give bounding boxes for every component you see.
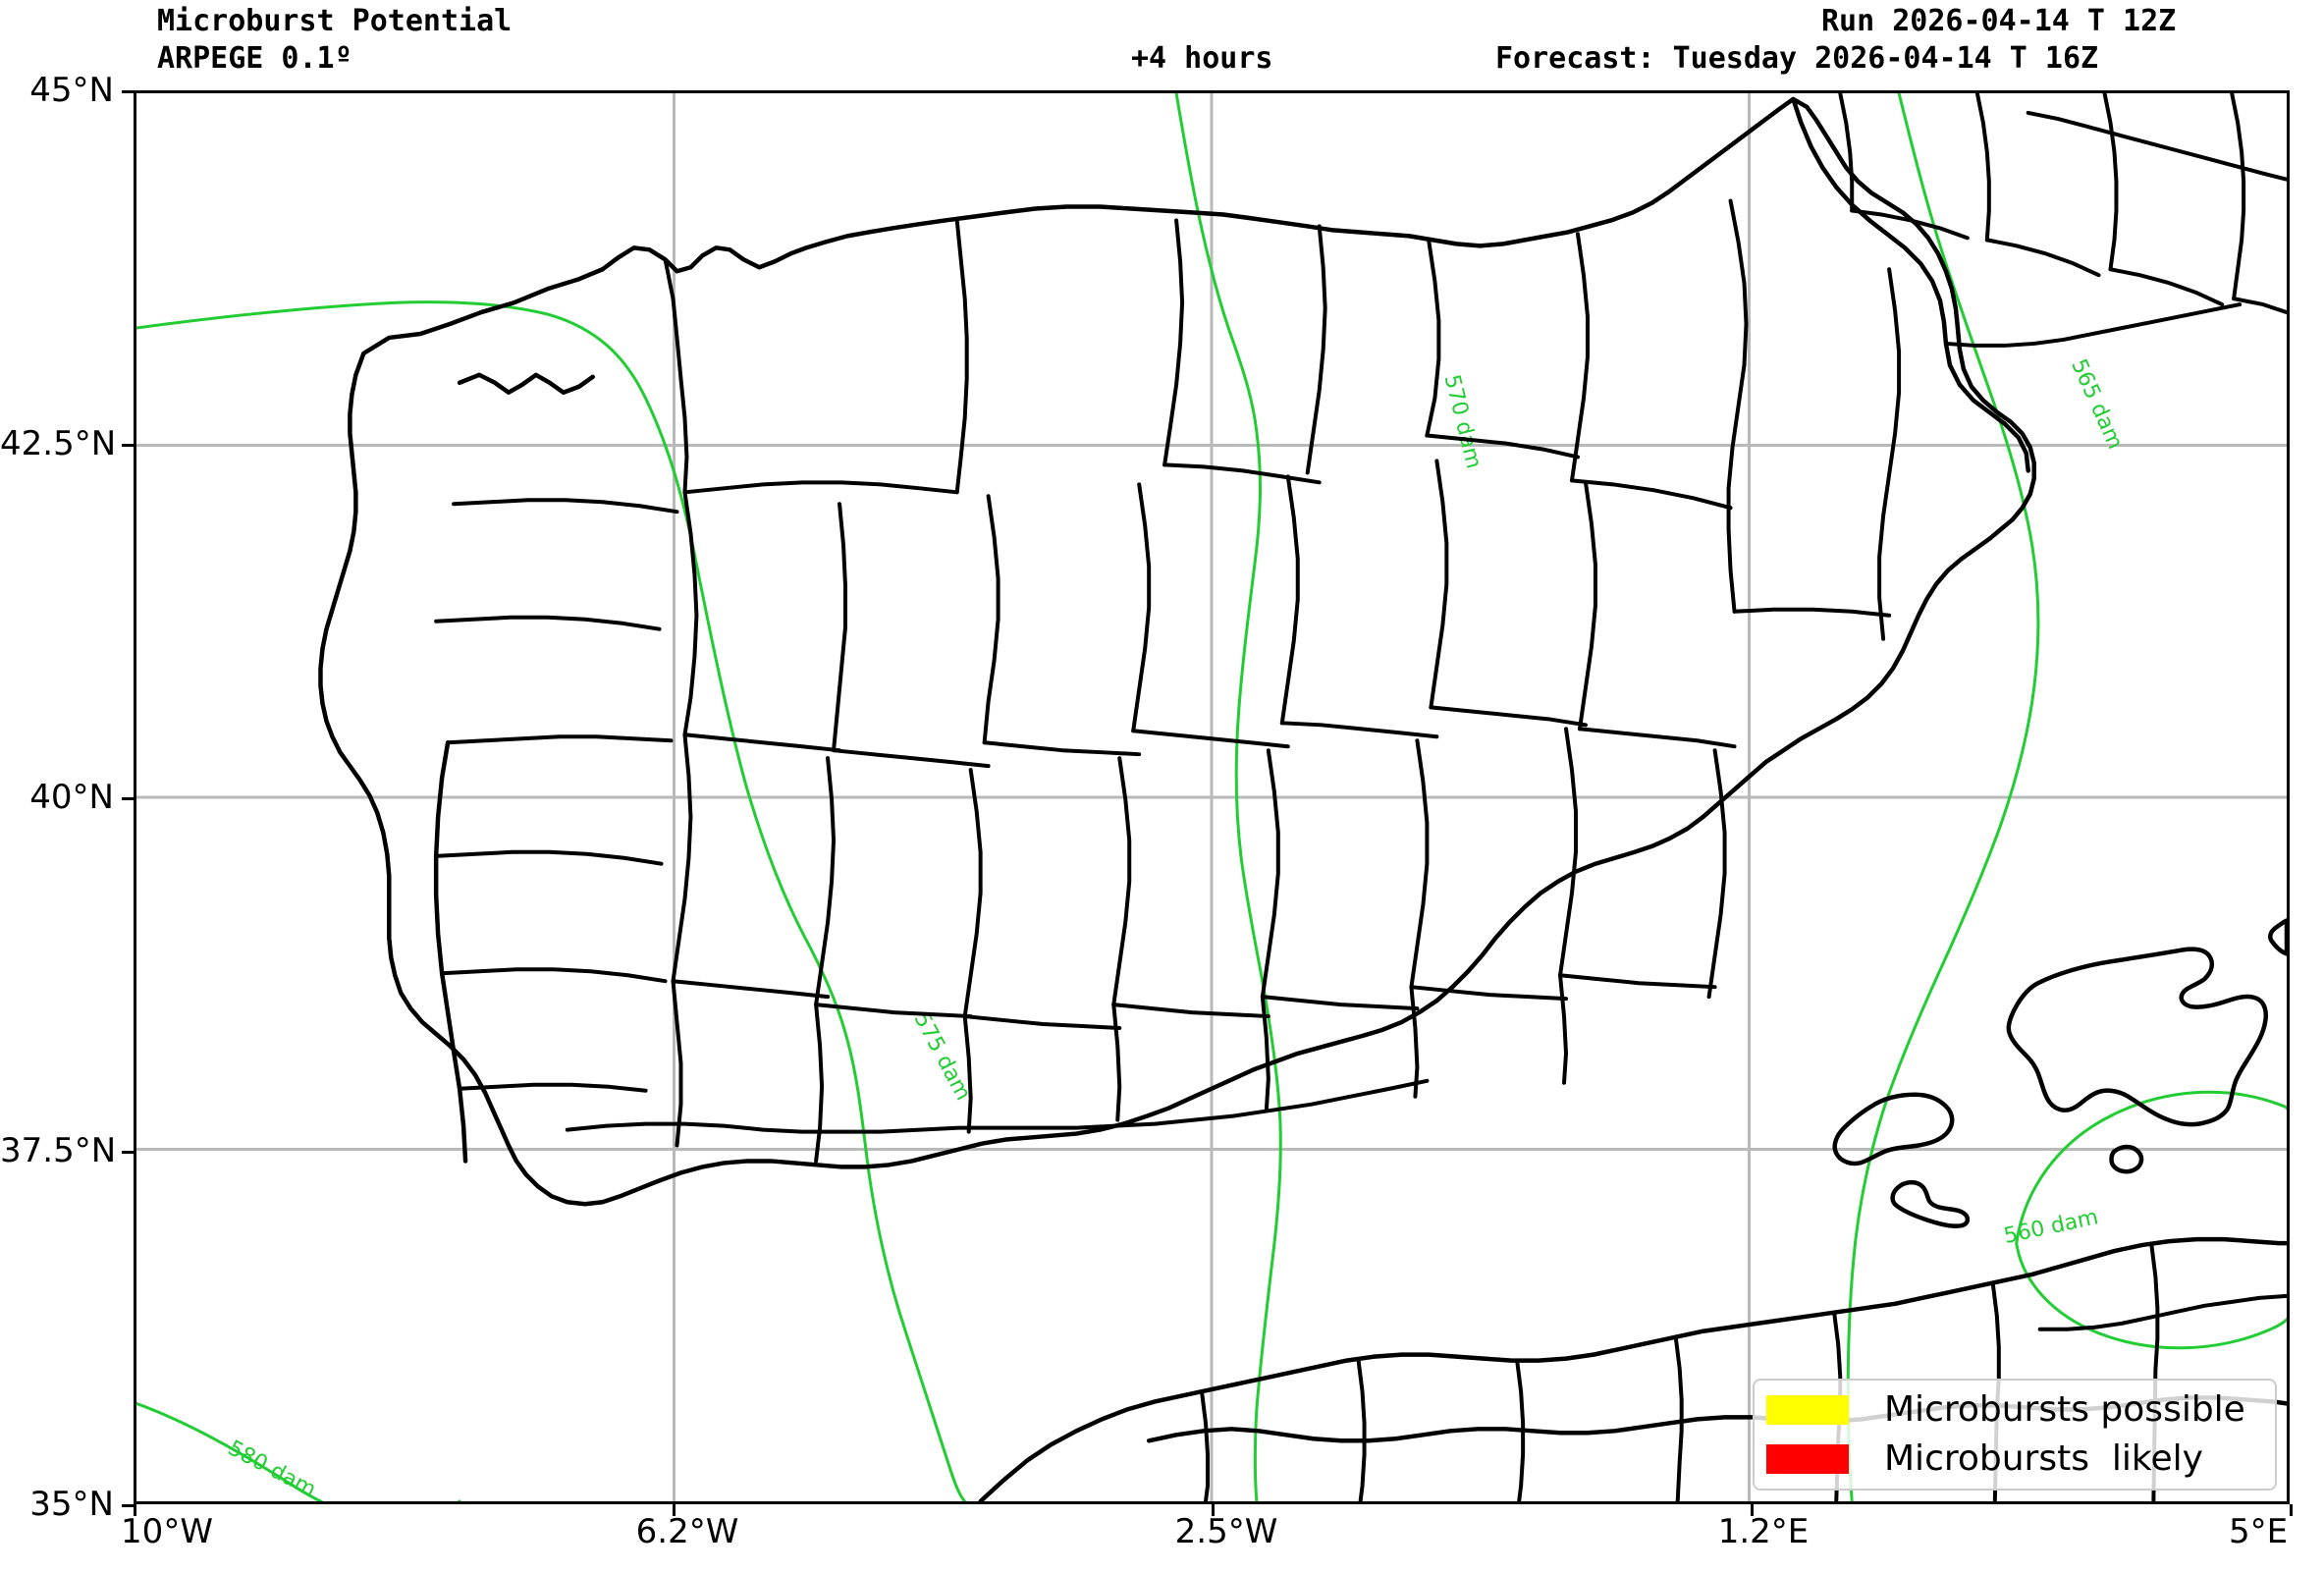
x-axis-label-1-2e: 1.2°E (1717, 1512, 1810, 1551)
france-admin-borders (1838, 93, 2287, 348)
tick-y-4 (122, 1504, 134, 1507)
tick-x-4 (2290, 1504, 2293, 1516)
x-axis-label-10w: 10°W (121, 1512, 213, 1551)
legend-label-possible: Microbursts possible (1884, 1389, 2245, 1430)
contour-580 (136, 1401, 461, 1501)
y-axis-label-35: 35°N (29, 1485, 114, 1524)
y-axis-label-37-5: 37.5°N (0, 1131, 117, 1170)
tick-x-3 (1751, 1504, 1754, 1516)
map-svg: 580 dam 575 dam 570 dam 565 dam 560 dam (136, 93, 2287, 1501)
france-coast (1791, 96, 2030, 473)
map-canvas[interactable]: 580 dam 575 dam 570 dam 565 dam 560 dam (134, 90, 2290, 1504)
legend-label-likely: Microbursts likely (1884, 1438, 2203, 1479)
page-title: Microburst Potential (157, 4, 513, 38)
y-axis-label-45: 45°N (29, 71, 114, 110)
ibiza (1832, 1092, 1955, 1166)
x-axis-label-2-5w: 2.5°W (1174, 1512, 1278, 1551)
red-swatch (1766, 1444, 1849, 1474)
x-axis-label-5e: 5°E (2228, 1512, 2289, 1551)
coastlines-and-borders (318, 93, 2287, 1501)
tick-y-1 (122, 444, 134, 447)
model-subtitle: ARPEGE 0.1º (157, 41, 352, 76)
yellow-swatch (1766, 1395, 1849, 1425)
tick-x-2 (1212, 1504, 1215, 1516)
run-time-label: Run 2026-04-14 T 12Z (1821, 4, 2177, 38)
forecast-time-label: Forecast: Tuesday 2026-04-14 T 16Z (1495, 41, 2099, 76)
tick-y-2 (122, 797, 134, 800)
tick-x-0 (134, 1504, 136, 1516)
formentera (1890, 1179, 1971, 1228)
contour-label-560: 560 dam (2002, 1205, 2101, 1249)
contour-575 (136, 300, 967, 1501)
galicia-rias (457, 372, 595, 395)
contour-565 (1846, 93, 2040, 1501)
y-axis-label-40: 40°N (29, 778, 114, 817)
cabrera (2109, 1144, 2144, 1174)
portugal-atlantic-coast (433, 739, 468, 1164)
tick-x-1 (673, 1504, 676, 1516)
contour-label-570: 570 dam (1439, 372, 1486, 471)
contour-560-lower (2015, 1241, 2287, 1350)
legend-item-likely: Microbursts likely (1766, 1437, 2203, 1481)
lead-time-label: +4 hours (1131, 41, 1273, 76)
contour-560 (2015, 1090, 2287, 1245)
legend-item-possible: Microbursts possible (1766, 1388, 2245, 1432)
legend-box[interactable]: Microbursts possible Microbursts likely (1753, 1379, 2277, 1491)
y-axis-label-42-5: 42.5°N (0, 424, 117, 463)
tick-y-0 (122, 90, 134, 93)
contour-label-565: 565 dam (2066, 355, 2128, 453)
graticule (136, 93, 2287, 1501)
geopotential-contours (136, 93, 2287, 1501)
menorca (2268, 918, 2287, 956)
iberia-coastline (318, 96, 2036, 1207)
contour-labels: 580 dam 575 dam 570 dam 565 dam 560 dam (224, 355, 2128, 1501)
tick-y-3 (122, 1151, 134, 1154)
north-africa-coast (978, 1236, 2287, 1501)
admin-borders (434, 198, 1902, 1164)
contour-570 (1174, 93, 1282, 1501)
contour-label-580: 580 dam (224, 1436, 320, 1501)
x-axis-label-6-2w: 6.2°W (635, 1512, 739, 1551)
mallorca (2006, 947, 2269, 1127)
